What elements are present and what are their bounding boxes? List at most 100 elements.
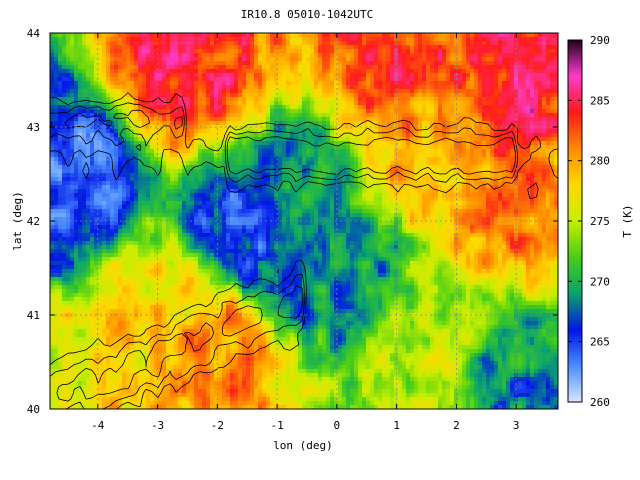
heatmap-cell: [130, 97, 134, 101]
heatmap-cell: [330, 65, 334, 69]
heatmap-cell: [486, 121, 490, 125]
heatmap-cell: [482, 37, 486, 41]
heatmap-cell: [234, 113, 238, 117]
heatmap-cell: [134, 61, 138, 65]
heatmap-cell: [490, 53, 494, 57]
heatmap-cell: [274, 73, 278, 77]
heatmap-cell: [62, 65, 66, 69]
heatmap-cell: [94, 41, 98, 45]
heatmap-cell: [530, 161, 534, 165]
heatmap-cell: [362, 121, 366, 125]
heatmap-cell: [346, 153, 350, 157]
heatmap-cell: [338, 41, 342, 45]
heatmap-cell: [182, 153, 186, 157]
heatmap-cell: [178, 161, 182, 165]
heatmap-cell: [66, 157, 70, 161]
heatmap-cell: [506, 141, 510, 145]
heatmap-cell: [450, 77, 454, 81]
heatmap-cell: [506, 113, 510, 117]
heatmap-cell: [90, 149, 94, 153]
heatmap-cell: [458, 89, 462, 93]
heatmap-cell: [146, 37, 150, 41]
heatmap-cell: [98, 105, 102, 109]
heatmap-cell: [202, 101, 206, 105]
heatmap-cell: [274, 121, 278, 125]
heatmap-cell: [438, 37, 442, 41]
heatmap-cell: [98, 81, 102, 85]
heatmap-cell: [202, 93, 206, 97]
heatmap-cell: [294, 33, 298, 37]
heatmap-cell: [246, 85, 250, 89]
heatmap-cell: [366, 109, 370, 113]
heatmap-cell: [258, 137, 262, 141]
heatmap-cell: [182, 177, 186, 181]
heatmap-cell: [114, 49, 118, 53]
heatmap-cell: [326, 133, 330, 137]
heatmap-cell: [290, 109, 294, 113]
heatmap-cell: [254, 101, 258, 105]
heatmap-cell: [98, 177, 102, 181]
heatmap-cell: [246, 41, 250, 45]
heatmap-cell: [442, 57, 446, 61]
heatmap-cell: [306, 81, 310, 85]
heatmap-cell: [474, 69, 478, 73]
heatmap-cell: [214, 65, 218, 69]
heatmap-cell: [230, 81, 234, 85]
heatmap-cell: [326, 173, 330, 177]
heatmap-cell: [414, 69, 418, 73]
heatmap-cell: [270, 141, 274, 145]
heatmap-cell: [66, 33, 70, 37]
heatmap-cell: [362, 153, 366, 157]
heatmap-cell: [554, 161, 558, 165]
heatmap-cell: [170, 189, 174, 193]
heatmap-cell: [314, 61, 318, 65]
heatmap-cell: [466, 113, 470, 117]
heatmap-cell: [370, 105, 374, 109]
heatmap-cell: [162, 37, 166, 41]
heatmap-cell: [426, 173, 430, 177]
heatmap-cell: [386, 129, 390, 133]
heatmap-cell: [50, 33, 54, 37]
heatmap-cell: [498, 93, 502, 97]
heatmap-cell: [194, 185, 198, 189]
heatmap-cell: [498, 45, 502, 49]
heatmap-cell: [298, 85, 302, 89]
heatmap-cell: [358, 169, 362, 173]
heatmap-cell: [86, 57, 90, 61]
heatmap-cell: [142, 181, 146, 185]
heatmap-cell: [186, 181, 190, 185]
heatmap-cell: [230, 45, 234, 49]
heatmap-cell: [118, 53, 122, 57]
heatmap-cell: [86, 177, 90, 181]
heatmap-cell: [198, 129, 202, 133]
heatmap-cell: [214, 45, 218, 49]
heatmap-cell: [118, 101, 122, 105]
heatmap-cell: [106, 153, 110, 157]
heatmap-cell: [146, 93, 150, 97]
heatmap-cell: [70, 181, 74, 185]
heatmap-cell: [274, 137, 278, 141]
heatmap-cell: [258, 101, 262, 105]
heatmap-cell: [178, 57, 182, 61]
heatmap-cell: [550, 109, 554, 113]
heatmap-cell: [430, 101, 434, 105]
heatmap-cell: [162, 161, 166, 165]
heatmap-cell: [266, 105, 270, 109]
heatmap-cell: [370, 65, 374, 69]
heatmap-cell: [358, 177, 362, 181]
heatmap-cell: [226, 97, 230, 101]
heatmap-cell: [474, 113, 478, 117]
heatmap-cell: [442, 97, 446, 101]
heatmap-cell: [414, 53, 418, 57]
heatmap-cell: [214, 121, 218, 125]
heatmap-cell: [402, 101, 406, 105]
heatmap-cell: [374, 105, 378, 109]
heatmap-cell: [178, 105, 182, 109]
heatmap-cell: [142, 85, 146, 89]
heatmap-cell: [286, 93, 290, 97]
heatmap-cell: [298, 113, 302, 117]
heatmap-cell: [442, 185, 446, 189]
heatmap-cell: [502, 117, 506, 121]
heatmap-cell: [182, 173, 186, 177]
heatmap-cell: [106, 177, 110, 181]
